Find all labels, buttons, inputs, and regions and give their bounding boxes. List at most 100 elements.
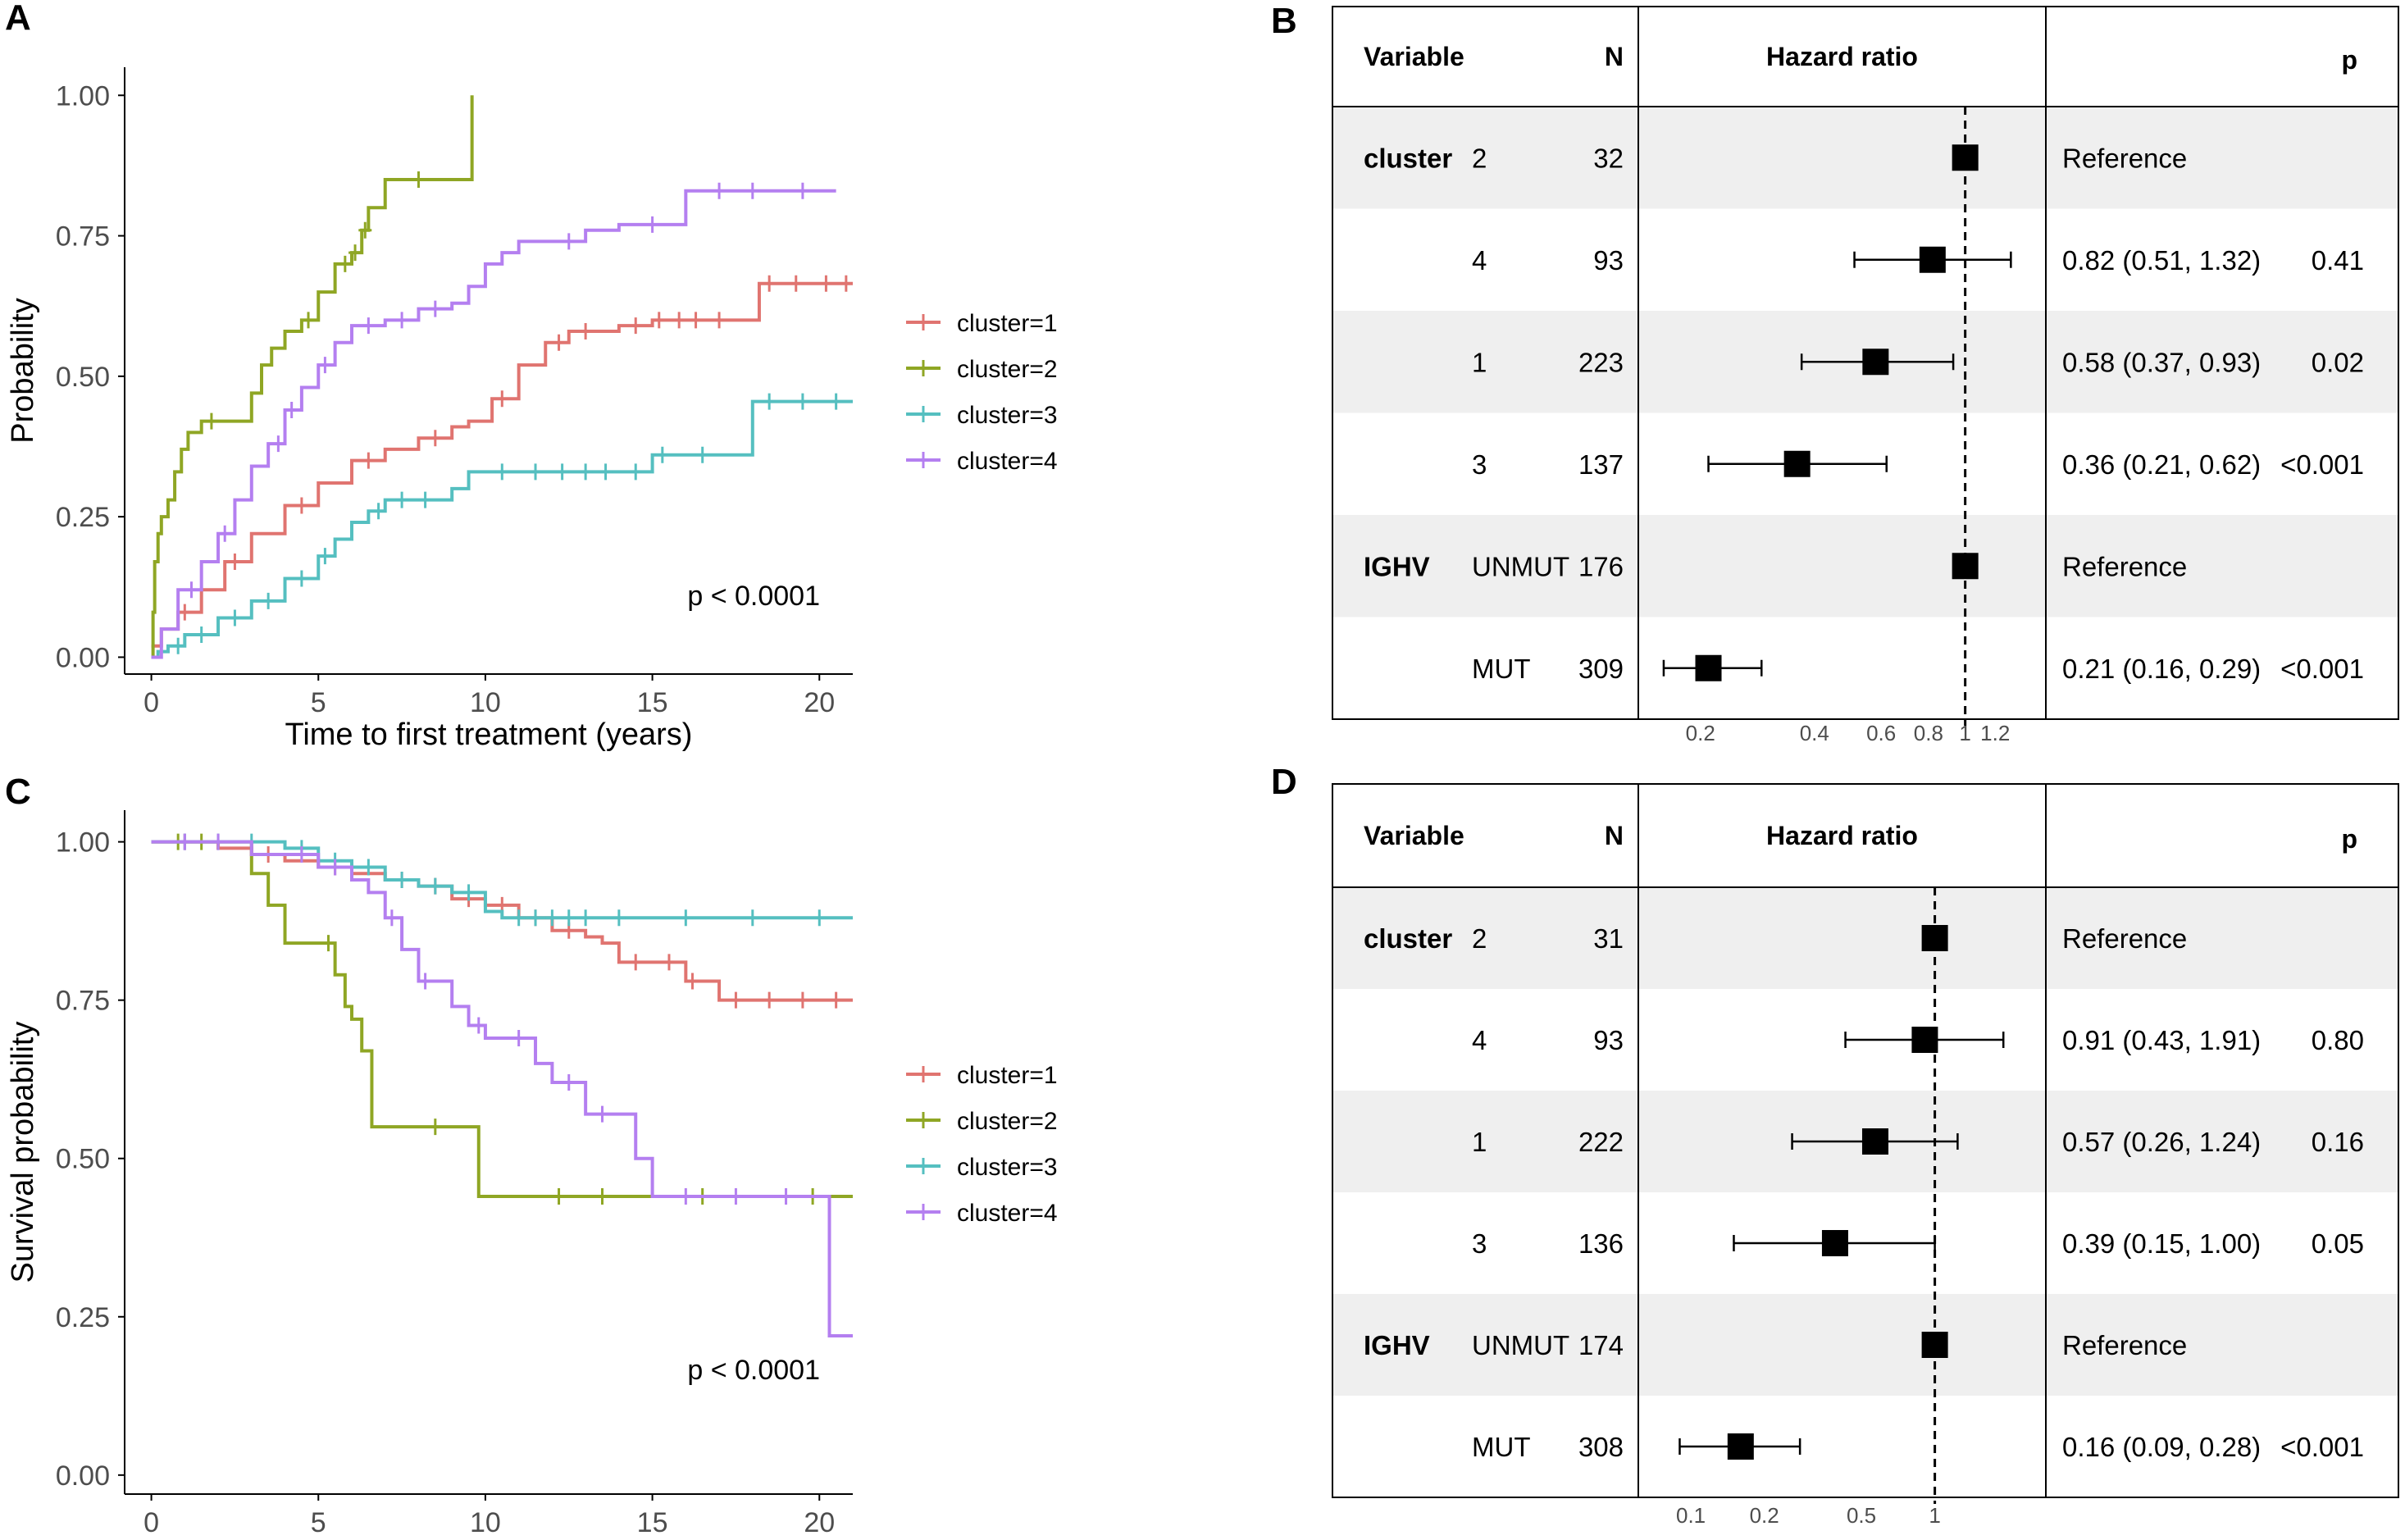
censor-mark [371, 503, 385, 520]
censor-mark [271, 435, 285, 453]
censor-mark [218, 525, 232, 542]
row-level: UNMUT [1472, 551, 1569, 581]
censor-mark [763, 393, 777, 410]
header-variable: Variable [1364, 42, 1464, 71]
censor-mark [512, 909, 526, 927]
x-tick-label: 0.4 [1800, 721, 1829, 745]
censor-mark [385, 909, 399, 927]
header-p: p [2341, 824, 2357, 854]
censor-mark [562, 233, 576, 250]
header-hazard-ratio: Hazard ratio [1766, 821, 1918, 850]
censor-mark [652, 312, 666, 329]
censor-mark [294, 846, 308, 863]
row-level: 4 [1472, 1025, 1487, 1055]
panel-b: B Variable N Hazard ratio p cluster 2 32 Referen… [1271, 1, 2399, 745]
censor-mark [194, 626, 208, 644]
row-n: 137 [1578, 449, 1624, 480]
row-n: 31 [1593, 923, 1624, 954]
x-tick-label: 5 [311, 687, 326, 718]
row-n: 136 [1578, 1228, 1624, 1259]
header-p: p [2341, 45, 2357, 75]
censor-mark [428, 430, 442, 447]
censor-mark [318, 357, 332, 374]
censor-mark [412, 171, 426, 189]
censor-mark [829, 991, 843, 1009]
row-variable: IGHV [1364, 551, 1430, 581]
censor-mark [262, 592, 276, 609]
censor-mark [285, 401, 298, 418]
row-shade [1332, 1294, 2398, 1396]
row-level: 3 [1472, 449, 1487, 480]
hr-point-marker [1921, 1332, 1948, 1358]
censor-mark [745, 182, 759, 199]
row-variable: IGHV [1364, 1330, 1430, 1360]
km-curve-cluster-2 [151, 95, 474, 659]
censor-mark [612, 909, 626, 927]
censor-mark [204, 412, 218, 430]
x-tick-label: 0 [143, 1507, 159, 1538]
censor-mark [689, 312, 703, 329]
hr-point-marker [1921, 925, 1948, 951]
censor-mark [763, 275, 777, 292]
row-estimate: Reference [2062, 1330, 2187, 1360]
x-tick-label: 0.8 [1914, 721, 1943, 745]
censor-mark [395, 491, 409, 508]
censor-mark [178, 833, 192, 850]
x-tick-label: 1 [1929, 1503, 1940, 1528]
legend-label: cluster=3 [957, 1154, 1058, 1181]
x-tick-label: 10 [470, 687, 501, 718]
x-tick-label: 20 [804, 1507, 835, 1538]
x-tick-label: 1.2 [1980, 721, 2010, 745]
row-p-value: 0.80 [2312, 1025, 2364, 1055]
row-p-value: 0.41 [2312, 245, 2364, 276]
p-value-annotation: p < 0.0001 [687, 1355, 820, 1386]
row-p-value: 0.05 [2312, 1228, 2364, 1259]
censor-mark [562, 909, 576, 927]
censor-mark [795, 393, 809, 410]
legend-label: cluster=1 [957, 1062, 1058, 1089]
censor-mark [645, 216, 659, 233]
censor-mark [629, 317, 643, 335]
censor-mark [545, 909, 559, 927]
row-estimate: Reference [2062, 143, 2187, 173]
y-tick-label: 0.50 [56, 1144, 110, 1175]
censor-mark [779, 1188, 793, 1205]
row-estimate: 0.91 (0.43, 1.91) [2062, 1025, 2261, 1055]
y-tick-label: 0.50 [56, 362, 110, 393]
y-tick-label: 0.25 [56, 502, 110, 533]
x-tick-label: 0.1 [1676, 1503, 1706, 1528]
censor-mark [512, 1030, 526, 1046]
row-estimate: Reference [2062, 551, 2187, 581]
censor-mark [839, 275, 853, 292]
row-variable: cluster [1364, 923, 1452, 954]
x-tick-label: 15 [637, 1507, 668, 1538]
row-estimate: 0.39 (0.15, 1.00) [2062, 1228, 2261, 1259]
censor-mark [358, 221, 372, 239]
censor-mark [713, 182, 727, 199]
table-frame [1332, 783, 2399, 1498]
row-n: 309 [1578, 654, 1624, 684]
row-level: 2 [1472, 923, 1487, 954]
row-n: 174 [1578, 1330, 1624, 1360]
censor-mark [595, 1188, 609, 1205]
row-level: 1 [1472, 1127, 1487, 1157]
censor-mark [338, 255, 352, 272]
row-p-value: <0.001 [2280, 1432, 2364, 1462]
censor-mark [745, 909, 759, 927]
x-tick-label: 0.2 [1686, 721, 1715, 745]
legend-label: cluster=4 [957, 1200, 1058, 1227]
legend-label: cluster=2 [957, 356, 1058, 383]
row-n: 93 [1593, 1025, 1624, 1055]
x-tick-label: 1 [1959, 721, 1970, 745]
row-estimate: 0.58 (0.37, 0.93) [2062, 347, 2261, 377]
table-frame [1332, 6, 2399, 720]
censor-mark [462, 884, 476, 901]
censor-mark [789, 275, 803, 292]
row-level: 4 [1472, 245, 1487, 276]
censor-mark [362, 452, 376, 469]
censor-mark [495, 390, 509, 408]
y-tick-label: 0.00 [56, 1460, 110, 1492]
legend-label: cluster=2 [957, 1108, 1058, 1135]
row-p-value: 0.16 [2312, 1127, 2364, 1157]
